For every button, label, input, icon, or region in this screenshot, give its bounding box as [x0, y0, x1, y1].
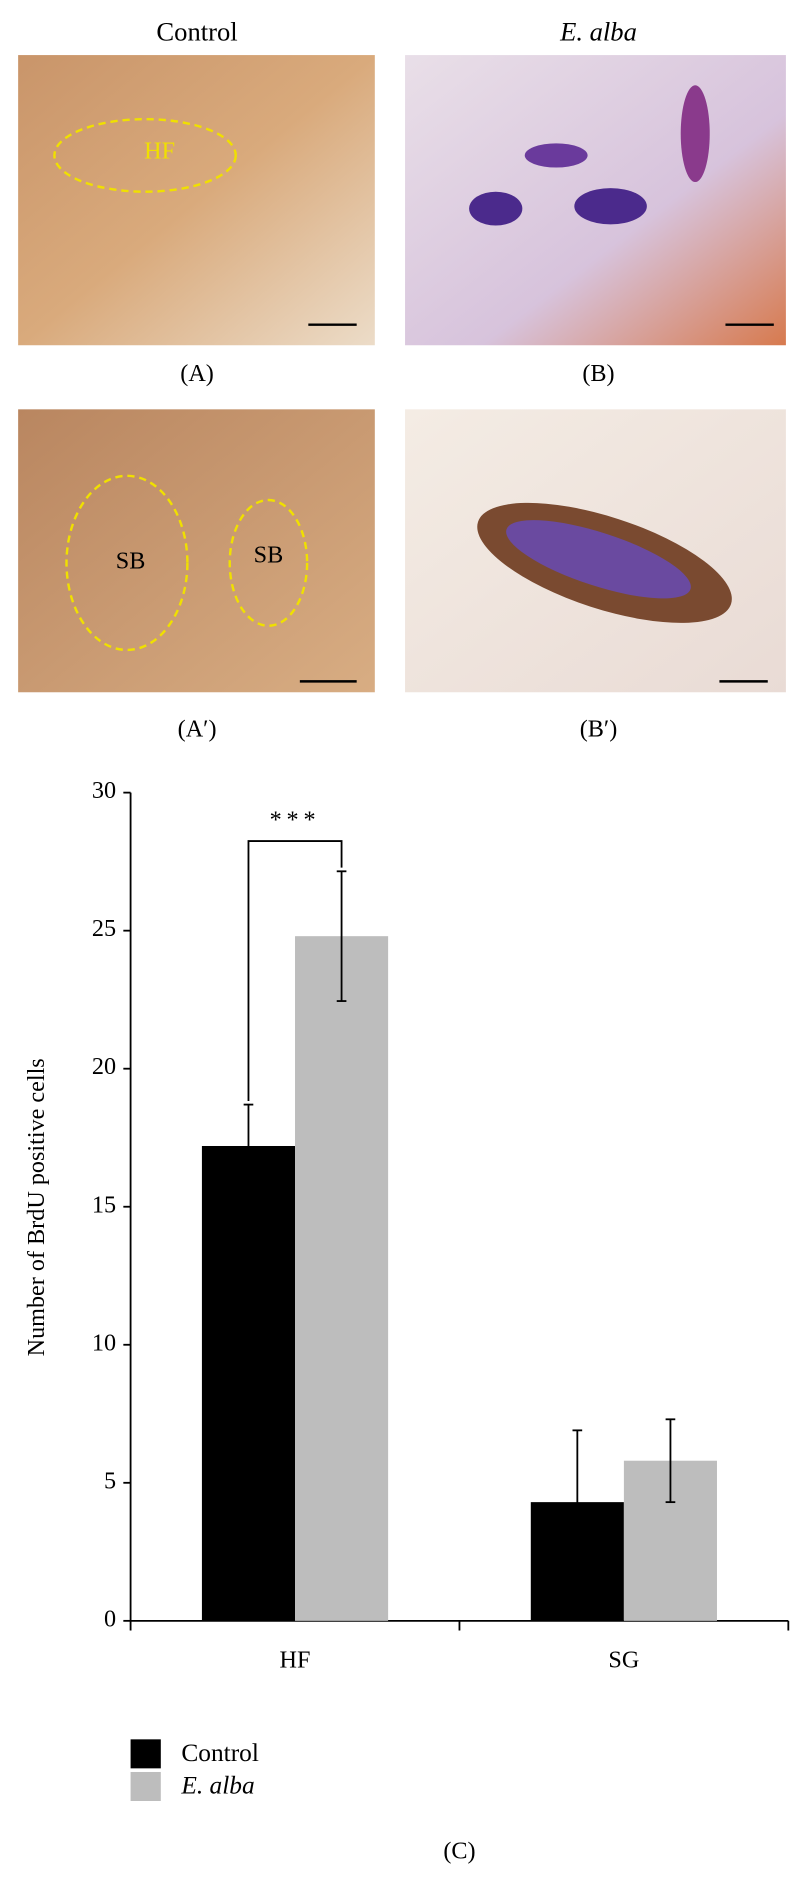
error-bar: [665, 1418, 676, 1504]
significance-label: ***: [270, 806, 321, 833]
column-header: E. alba: [559, 17, 637, 47]
annotation: HF: [144, 138, 175, 165]
error-bar: [336, 870, 347, 1002]
y-tick-label: 5: [104, 1467, 116, 1494]
annotation: SB: [254, 541, 284, 568]
y-axis-label: Number of BrdU positive cells: [23, 1058, 50, 1356]
follicle: [524, 143, 588, 168]
legend-swatch: [130, 1771, 161, 1801]
panel-label: (B): [582, 360, 614, 387]
follicle: [680, 85, 710, 183]
panel-label: (A): [180, 360, 214, 387]
bar: [295, 936, 389, 1621]
legend-swatch: [130, 1739, 161, 1769]
outline: [53, 117, 237, 193]
annotation: SB: [116, 547, 146, 574]
panel-label: (C): [443, 1838, 475, 1865]
column-header: Control: [156, 17, 237, 47]
x-tick-label: HF: [280, 1647, 311, 1674]
panel-label: (B′): [580, 716, 618, 743]
error-bar: [243, 1103, 254, 1189]
outline: [65, 474, 189, 652]
legend-label: E. alba: [180, 1772, 254, 1800]
bar: [201, 1145, 296, 1621]
micrograph: [18, 55, 375, 346]
y-tick-label: 25: [92, 915, 116, 942]
y-tick-label: 15: [92, 1191, 116, 1218]
follicle: [574, 188, 647, 225]
legend-label: Control: [181, 1739, 259, 1767]
y-tick-label: 0: [104, 1605, 116, 1632]
y-tick-label: 20: [92, 1053, 116, 1080]
follicle: [469, 191, 523, 226]
micrograph: [18, 409, 375, 693]
outline: [228, 498, 309, 627]
y-tick-label: 30: [92, 777, 116, 804]
significance-bracket: [247, 840, 343, 1101]
follicle: [506, 520, 691, 599]
y-tick-label: 10: [92, 1329, 116, 1356]
x-tick-label: SG: [608, 1647, 639, 1674]
panel-label: (A′): [178, 716, 217, 743]
error-bar: [572, 1429, 583, 1575]
